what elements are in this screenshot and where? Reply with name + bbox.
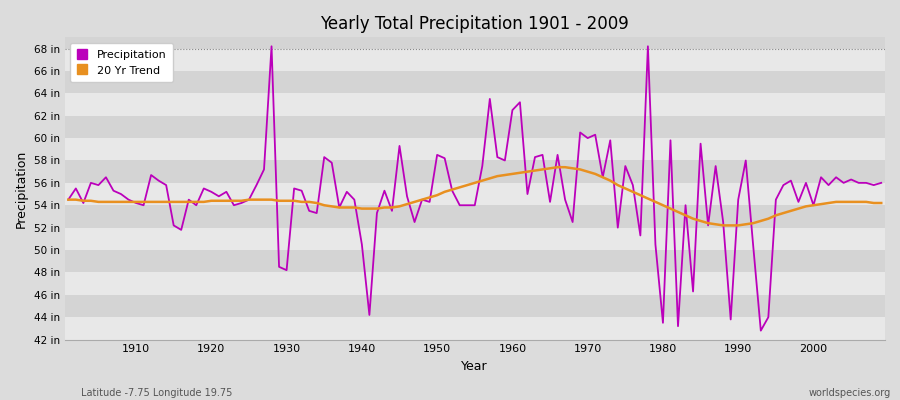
Y-axis label: Precipitation: Precipitation [15,149,28,228]
Bar [65,205,885,228]
X-axis label: Year: Year [462,360,488,373]
Title: Yearly Total Precipitation 1901 - 2009: Yearly Total Precipitation 1901 - 2009 [320,15,629,33]
Bar [65,160,885,183]
Bar [65,138,885,160]
Legend: Precipitation, 20 Yr Trend: Precipitation, 20 Yr Trend [70,43,173,82]
Bar [65,71,885,93]
Bar [65,228,885,250]
Bar [65,93,885,116]
Text: Latitude -7.75 Longitude 19.75: Latitude -7.75 Longitude 19.75 [81,388,232,398]
Bar [65,295,885,317]
Bar [65,317,885,340]
Bar [65,250,885,272]
Bar [65,183,885,205]
Text: worldspecies.org: worldspecies.org [809,388,891,398]
Bar [65,116,885,138]
Bar [65,48,885,71]
Bar [65,272,885,295]
